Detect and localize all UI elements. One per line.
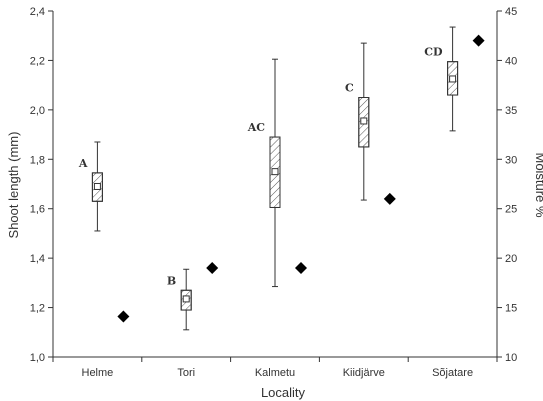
- y-tick-label: 2,0: [30, 105, 45, 117]
- box-Helme: A: [78, 141, 103, 232]
- mean-marker: [182, 295, 190, 303]
- x-tick-label: Sõjatare: [432, 367, 473, 379]
- y-tick-label: 1,8: [30, 154, 45, 166]
- box-Kiidjärve: C: [345, 42, 370, 201]
- y2-axis-title: Moisture %: [533, 152, 543, 217]
- box-Tori: B: [167, 268, 192, 331]
- mean-marker: [449, 75, 457, 83]
- mean-marker: [360, 117, 368, 125]
- y2-tick-label: 30: [505, 154, 517, 166]
- group-letter: A: [78, 157, 88, 170]
- moisture-point: [117, 310, 130, 323]
- y-tick-label: 1,0: [30, 352, 45, 364]
- moisture-point: [295, 262, 307, 275]
- x-tick-label: Kiidjärve: [343, 367, 385, 379]
- y2-tick-label: 15: [505, 303, 517, 315]
- box-Sõjatare: CD: [424, 26, 459, 132]
- moisture-point: [472, 34, 485, 47]
- group-letter: B: [167, 274, 176, 287]
- group-letter: C: [345, 82, 354, 95]
- y2-tick-label: 45: [505, 6, 517, 18]
- x-tick-label: Helme: [82, 367, 114, 379]
- y-axis-title: Shoot length (mm): [6, 132, 21, 239]
- y-tick-label: 1,2: [30, 303, 45, 315]
- y2-tick-label: 40: [505, 55, 517, 67]
- y-tick-label: 2,4: [30, 6, 45, 18]
- y-tick-label: 1,6: [30, 204, 45, 216]
- group-letter: AC: [247, 121, 266, 134]
- mean-marker: [271, 168, 279, 176]
- y2-tick-label: 20: [505, 253, 517, 265]
- x-tick-label: Kalmetu: [255, 367, 295, 379]
- moisture-point: [383, 192, 396, 205]
- y2-tick-label: 25: [505, 204, 517, 216]
- x-axis-title: Locality: [261, 385, 306, 400]
- box-Kalmetu: AC: [247, 58, 281, 288]
- x-tick-label: Tori: [177, 367, 195, 379]
- y-tick-label: 2,2: [30, 55, 45, 67]
- y2-tick-label: 35: [505, 105, 517, 117]
- group-letter: CD: [424, 46, 443, 59]
- y-tick-label: 1,4: [30, 253, 45, 265]
- y2-tick-label: 10: [505, 352, 517, 364]
- moisture-point: [206, 262, 219, 275]
- mean-marker: [93, 182, 101, 190]
